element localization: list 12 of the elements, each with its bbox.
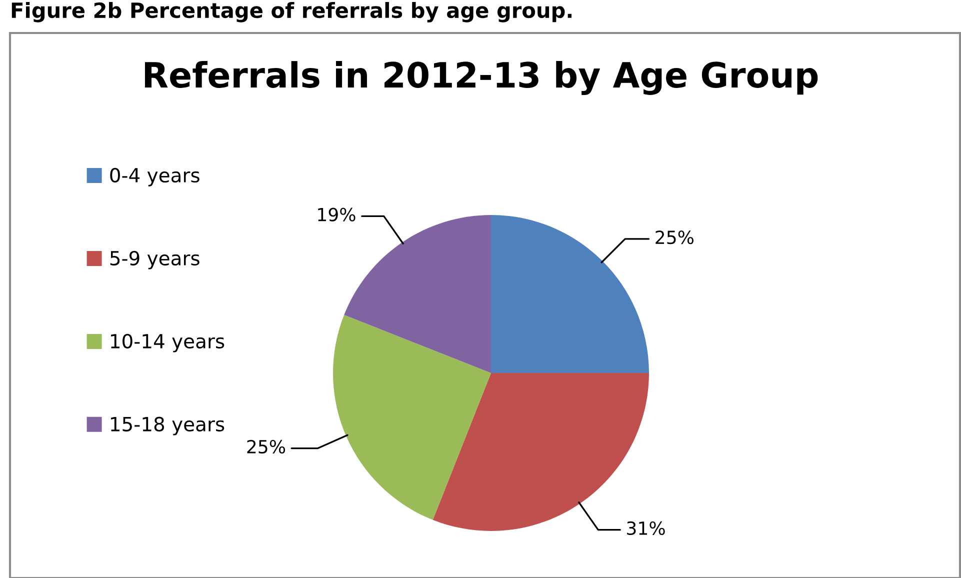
legend-label: 0-4 years <box>110 168 200 186</box>
data-label: 19% <box>318 208 356 222</box>
legend-label: 5-9 years <box>110 250 200 270</box>
legend-label: 15-18 years <box>111 416 224 436</box>
data-label: 25% <box>656 230 694 244</box>
pie-slice <box>491 215 649 373</box>
pie-slice <box>333 314 491 520</box>
legend-label: 10-14 years <box>111 334 224 352</box>
data-label: 31% <box>627 521 665 536</box>
chart-title: Referrals in 2012-13 by Age Group <box>144 61 818 95</box>
caption: Figure 2b Percentage of referrals by age group. <box>12 2 572 22</box>
data-label: 25% <box>247 440 286 454</box>
